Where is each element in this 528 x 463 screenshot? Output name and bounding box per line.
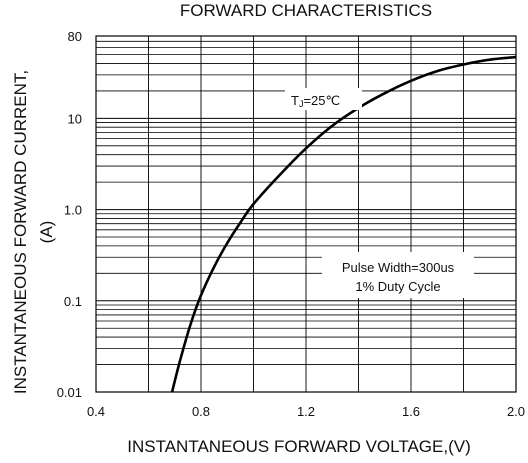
y-tick-label: 0.1 xyxy=(64,294,82,309)
y-tick-labels: 0.01 0.1 1.0 10 80 xyxy=(57,29,82,400)
x-tick-label: 1.2 xyxy=(297,404,315,419)
pulse-width-label: Pulse Width=300us xyxy=(342,260,455,275)
y-axis-title: INSTANTANEOUS FORWARD CURRENT, xyxy=(11,70,30,394)
tj-annotation: TJ=25℃ xyxy=(291,93,340,109)
chart-title: FORWARD CHARACTERISTICS xyxy=(180,1,432,20)
forward-curve-line xyxy=(170,55,517,393)
grid xyxy=(96,36,516,392)
tj-label-background xyxy=(285,88,362,110)
tj-symbol: T xyxy=(291,93,299,108)
y-tick-label: 10 xyxy=(68,111,82,126)
x-axis-title: INSTANTANEOUS FORWARD VOLTAGE,(V) xyxy=(127,437,471,456)
pulse-label-background xyxy=(322,252,474,298)
plot-frame xyxy=(95,35,517,393)
x-tick-label: 1.6 xyxy=(402,404,420,419)
tj-value: =25℃ xyxy=(303,93,340,108)
x-tick-label: 2.0 xyxy=(507,404,525,419)
tj-subscript: J xyxy=(299,99,304,109)
duty-cycle-label: 1% Duty Cycle xyxy=(355,279,440,294)
x-tick-label: 0.8 xyxy=(192,404,210,419)
y-tick-label: 80 xyxy=(68,29,82,44)
y-tick-label: 0.01 xyxy=(57,385,82,400)
y-tick-label: 1.0 xyxy=(64,203,82,218)
y-axis-unit: (A) xyxy=(37,221,56,244)
x-tick-label: 0.4 xyxy=(87,404,105,419)
x-tick-labels: 0.4 0.8 1.2 1.6 2.0 xyxy=(87,404,525,419)
